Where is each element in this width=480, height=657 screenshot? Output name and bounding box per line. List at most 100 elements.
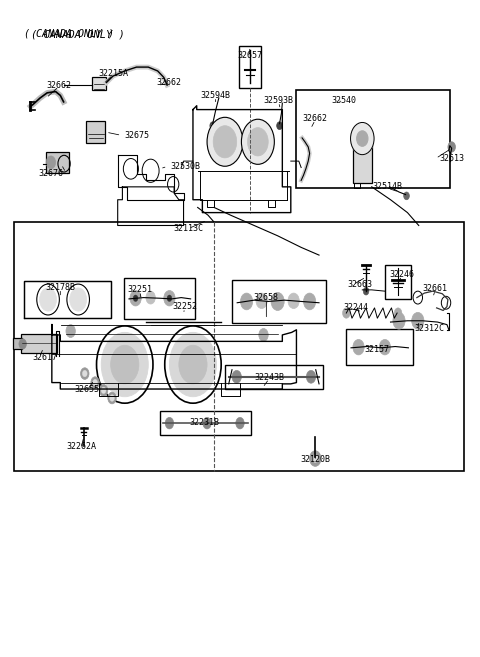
- Bar: [46, 152, 69, 173]
- Circle shape: [379, 340, 391, 355]
- Circle shape: [412, 313, 424, 329]
- Text: 32657: 32657: [237, 51, 262, 60]
- Text: 32675: 32675: [125, 131, 150, 140]
- Circle shape: [66, 325, 75, 338]
- Circle shape: [310, 451, 321, 466]
- Text: 32617: 32617: [32, 353, 57, 362]
- Circle shape: [40, 288, 57, 311]
- Text: 32658: 32658: [254, 293, 279, 302]
- Bar: [296, 90, 450, 188]
- Circle shape: [232, 371, 241, 383]
- Circle shape: [213, 125, 237, 158]
- Text: 32530B: 32530B: [170, 162, 200, 171]
- Circle shape: [99, 384, 108, 396]
- Circle shape: [46, 156, 56, 169]
- Circle shape: [357, 131, 368, 147]
- Circle shape: [363, 287, 369, 295]
- Text: 32113C: 32113C: [173, 224, 203, 233]
- Text: 32662: 32662: [47, 81, 72, 89]
- Circle shape: [203, 417, 211, 429]
- Bar: [14, 221, 464, 472]
- Circle shape: [393, 313, 405, 329]
- Text: 32593B: 32593B: [264, 96, 294, 105]
- Circle shape: [165, 417, 174, 429]
- Text: 32178B: 32178B: [45, 283, 75, 292]
- Text: 32676: 32676: [39, 170, 64, 179]
- Bar: [225, 365, 323, 389]
- Text: ( CANADA ONLY ): ( CANADA ONLY ): [31, 30, 124, 40]
- Bar: [24, 281, 110, 318]
- Bar: [346, 328, 413, 365]
- Circle shape: [350, 122, 374, 154]
- Circle shape: [167, 295, 172, 302]
- Text: 32251: 32251: [127, 285, 152, 294]
- Circle shape: [91, 377, 99, 388]
- Text: 32244: 32244: [344, 304, 369, 312]
- Text: 32231B: 32231B: [189, 418, 219, 427]
- Circle shape: [353, 340, 364, 355]
- Circle shape: [81, 368, 89, 379]
- Circle shape: [343, 308, 350, 318]
- Bar: [239, 47, 261, 87]
- Circle shape: [108, 392, 116, 404]
- Circle shape: [133, 295, 138, 302]
- Circle shape: [110, 395, 114, 401]
- Text: 32661: 32661: [423, 284, 448, 293]
- Circle shape: [146, 291, 156, 304]
- Circle shape: [303, 293, 316, 310]
- Circle shape: [110, 345, 139, 384]
- Text: 32262A: 32262A: [66, 442, 96, 451]
- Text: 32540: 32540: [331, 96, 356, 105]
- Text: 32663: 32663: [347, 281, 372, 289]
- Text: 32120B: 32120B: [300, 455, 330, 464]
- Text: 32246: 32246: [389, 270, 414, 279]
- Bar: [124, 279, 195, 319]
- Circle shape: [448, 142, 456, 152]
- Circle shape: [19, 339, 26, 349]
- Circle shape: [241, 120, 275, 164]
- Circle shape: [179, 345, 207, 384]
- Circle shape: [164, 290, 175, 306]
- Circle shape: [101, 332, 148, 397]
- Text: 32252: 32252: [172, 302, 197, 311]
- Circle shape: [169, 332, 216, 397]
- Text: 32312C: 32312C: [414, 324, 444, 333]
- Bar: [160, 411, 252, 436]
- Bar: [21, 334, 57, 353]
- Bar: [385, 265, 411, 299]
- Circle shape: [404, 192, 409, 200]
- Text: 32157: 32157: [364, 345, 389, 353]
- Text: 32215A: 32215A: [98, 69, 128, 78]
- Circle shape: [276, 122, 282, 129]
- Text: 32613: 32613: [440, 154, 465, 163]
- Circle shape: [236, 417, 244, 429]
- Circle shape: [259, 328, 268, 342]
- Circle shape: [312, 455, 318, 463]
- Circle shape: [130, 290, 141, 306]
- Circle shape: [207, 118, 243, 166]
- Text: 32662: 32662: [156, 78, 181, 87]
- Circle shape: [93, 379, 97, 386]
- Text: 32594B: 32594B: [201, 91, 230, 100]
- Circle shape: [248, 127, 268, 156]
- Circle shape: [70, 288, 87, 311]
- Bar: [92, 78, 106, 90]
- Circle shape: [101, 387, 106, 394]
- Circle shape: [394, 308, 402, 318]
- Text: 32662: 32662: [303, 114, 328, 123]
- Text: ( CANADA ONLY ): ( CANADA ONLY ): [24, 29, 114, 39]
- Circle shape: [306, 371, 316, 383]
- Bar: [13, 338, 22, 349]
- Text: 32655: 32655: [74, 384, 100, 394]
- Text: 32243B: 32243B: [254, 373, 284, 382]
- Bar: [353, 131, 372, 183]
- Bar: [86, 121, 106, 143]
- Circle shape: [83, 371, 87, 377]
- Bar: [232, 280, 325, 323]
- Circle shape: [271, 292, 284, 311]
- Circle shape: [288, 293, 299, 309]
- Text: 32514B: 32514B: [372, 183, 403, 191]
- Circle shape: [240, 293, 252, 310]
- Circle shape: [256, 293, 267, 309]
- Circle shape: [210, 122, 216, 129]
